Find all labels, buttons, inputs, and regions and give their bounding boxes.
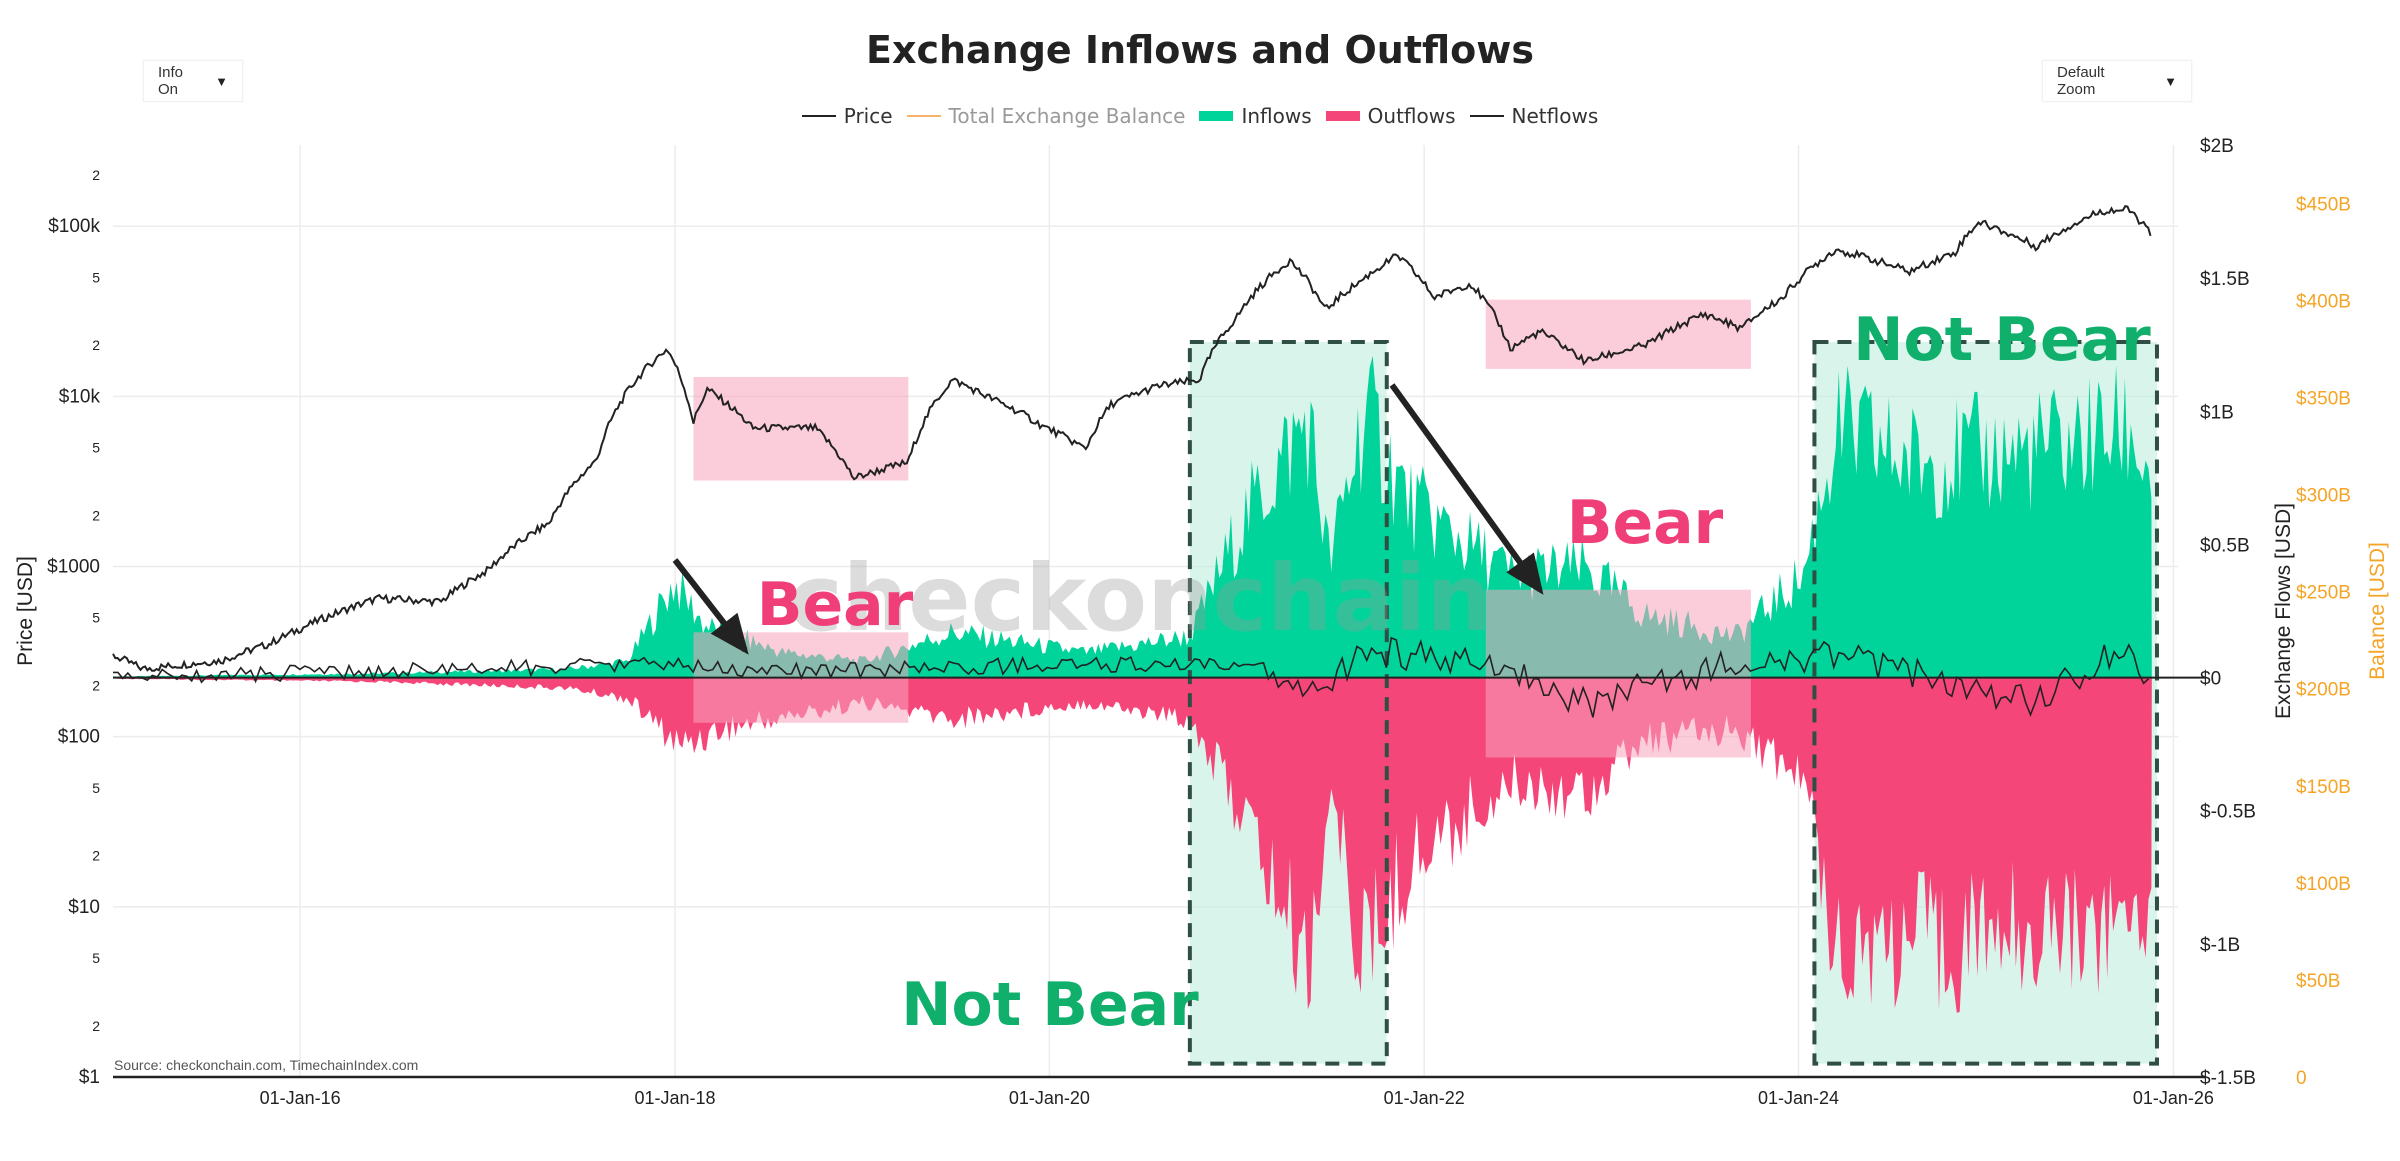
y-left-tick: $1 (79, 1067, 100, 1088)
y-left-tick: $100k (48, 216, 100, 237)
legend-swatch (906, 115, 941, 117)
y-right2-tick: $150B (2296, 777, 2351, 798)
legend-label: Total Exchange Balance (948, 104, 1186, 128)
info-toggle-label: Info On (158, 64, 184, 98)
y-right2-label: Balance [USD] (2366, 542, 2389, 680)
legend-label: Inflows (1241, 104, 1312, 128)
legend-item-price[interactable]: Price (801, 104, 893, 128)
zoom-dropdown[interactable]: Default Zoom ▼ (2042, 60, 2192, 102)
outflows-area (113, 677, 2152, 1013)
y-left-tick: $10k (59, 386, 101, 407)
price-line (112, 204, 2152, 672)
chart-title: Exchange Inflows and Outflows (865, 28, 1534, 72)
not-bear-outline (1187, 340, 1389, 1066)
y-right-tick: $1B (2200, 402, 2234, 423)
y-right-tick: $0.5B (2200, 535, 2250, 556)
y-left-minor-tick: 2 (92, 848, 100, 864)
legend-swatch (1199, 111, 1234, 121)
not-bear-outline (1812, 340, 2159, 1066)
legend-item-total-exchange-balance[interactable]: Total Exchange Balance (906, 104, 1186, 128)
y-left-minor-tick: 2 (92, 1018, 100, 1034)
x-tick-label: 01-Jan-18 (634, 1088, 715, 1108)
y-right2-tick: $200B (2296, 680, 2351, 701)
y-right-tick: $-1B (2200, 935, 2240, 956)
bear-arrow-2022-head (1506, 552, 1544, 595)
x-tick-label: 01-Jan-16 (260, 1088, 341, 1108)
legend-label: Outflows (1367, 104, 1456, 128)
x-tick-label: 01-Jan-20 (1009, 1088, 1090, 1108)
legend-label: Price (843, 104, 893, 128)
y-left-minor-tick: 5 (92, 440, 100, 456)
legend-item-outflows[interactable]: Outflows (1325, 104, 1456, 128)
inflows-area (113, 355, 2152, 678)
netflows-line (113, 636, 2150, 718)
chevron-down-icon: ▼ (215, 73, 228, 89)
y-right2-tick: $100B (2296, 874, 2351, 895)
chart-legend: Price Total Exchange Balance Inflows Outflo… (0, 104, 2400, 128)
y-right-tick: $2B (2200, 136, 2234, 157)
bear-arrow-2022 (1389, 383, 1543, 592)
y-left-minor-tick: 2 (92, 167, 100, 183)
bear-label: Bear (757, 570, 914, 640)
not-bear-label: Not Bear (1853, 305, 2151, 375)
flow-areas (113, 340, 2159, 1066)
legend-swatch (1325, 111, 1360, 121)
y-right2-tick: $400B (2296, 291, 2351, 312)
y-right2-tick: $350B (2296, 388, 2351, 409)
y-right2-tick: $250B (2296, 583, 2351, 604)
legend-item-netflows[interactable]: Netflows (1469, 104, 1599, 128)
y-right2-tick: 0 (2296, 1068, 2307, 1089)
y-left-minor-tick: 5 (92, 269, 100, 285)
x-tick-label: 01-Jan-22 (1384, 1088, 1465, 1108)
source-note: Source: checkonchain.com, TimechainIndex… (114, 1057, 419, 1073)
x-tick-label: 01-Jan-26 (2133, 1088, 2214, 1108)
y-left-minor-tick: 5 (92, 950, 100, 966)
legend-item-inflows[interactable]: Inflows (1199, 104, 1312, 128)
y-left-label: Price [USD] (14, 556, 37, 666)
info-toggle-dropdown[interactable]: Info On ▼ (143, 60, 243, 102)
y-left-minor-tick: 5 (92, 610, 100, 626)
bear-arrow-2018-head (710, 612, 749, 655)
y-left-tick: $10 (68, 897, 100, 918)
not-bear-label: Not Bear (901, 970, 1199, 1040)
y-left-minor-tick: 2 (92, 337, 100, 353)
y-left-minor-tick: 2 (92, 507, 100, 523)
watermark: checkonchain (788, 545, 1492, 652)
legend-label: Netflows (1511, 104, 1599, 128)
axes: 01-Jan-16 01-Jan-18 01-Jan-20 01-Jan-22 01-J… (14, 136, 2389, 1108)
y-right-tick: $0 (2200, 669, 2221, 690)
y-left-tick: $1000 (47, 557, 100, 578)
y-left-minor-tick: 2 (92, 677, 100, 693)
bear-label: Bear (1567, 488, 1724, 558)
y-right-tick: $-1.5B (2200, 1068, 2256, 1089)
lines (112, 204, 2206, 718)
legend-swatch (1469, 115, 1504, 117)
x-tick-label: 01-Jan-24 (1758, 1088, 1839, 1108)
y-right2-tick: $50B (2296, 971, 2340, 992)
bear-region (1485, 299, 1751, 369)
y-left-tick: $100 (58, 727, 100, 748)
y-right-label: Exchange Flows [USD] (2272, 503, 2295, 719)
y-right-tick: $-0.5B (2200, 802, 2256, 823)
y-right-tick: $1.5B (2200, 269, 2250, 290)
y-left-minor-tick: 5 (92, 780, 100, 796)
zoom-label: Default Zoom (2057, 64, 2105, 98)
y-right2-tick: $450B (2296, 194, 2351, 215)
bear-region-flows (1485, 589, 1751, 758)
chevron-down-icon: ▼ (2164, 73, 2177, 89)
legend-swatch (801, 115, 836, 117)
y-right2-tick: $300B (2296, 486, 2351, 507)
